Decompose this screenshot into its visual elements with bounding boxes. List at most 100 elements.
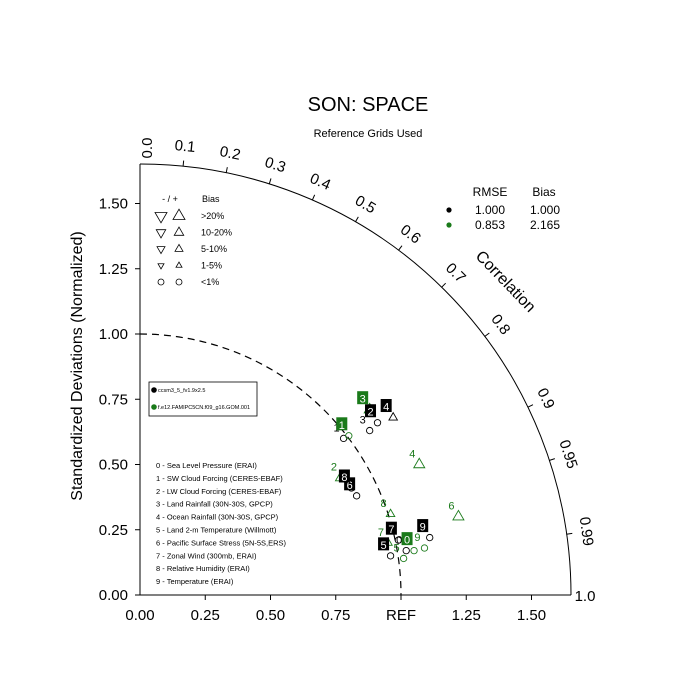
corr-tick-mark-5 [397, 245, 403, 251]
corr-tick-label-8: 0.9 [533, 385, 557, 411]
bias-legend-label-3: 1-5% [201, 261, 222, 271]
variable-legend-item-3: 3 - Land Rainfall (30N-30S, GPCP) [156, 500, 273, 509]
cases-legend-label-case1: ccsm3_5_fv1.9x2.5 [158, 388, 205, 394]
corr-tick-label-9: 0.95 [555, 438, 580, 471]
y-ticks-group: 0.00 0.25 0.50 0.75 1.00 1.25 1.50 [99, 196, 140, 604]
y-tick-label-6: 1.50 [99, 196, 128, 213]
label-s0-8: 8 [341, 472, 347, 484]
marker-s0-6 [352, 492, 361, 500]
label-box-s1-0 [401, 532, 413, 546]
variable-legend-item-6: 6 - Pacific Surface Stress (5N-5S,ERS) [156, 538, 287, 547]
label-s0-9: 9 [420, 522, 426, 534]
marker-s0-5 [386, 552, 395, 560]
bias-legend-minus-0 [154, 212, 168, 224]
label-s1-9: 9 [414, 532, 420, 544]
corr-tick-label-10: 0.99 [576, 516, 597, 547]
label-s1-2: 2 [331, 462, 337, 474]
corr-tick-mark-1 [225, 167, 228, 174]
bias-legend-label-0: >20% [201, 211, 224, 221]
bias-legend-minus-1 [155, 229, 167, 239]
variable-legend-item-4: 4 - Ocean Rainfall (30N-30S, GPCP) [156, 513, 279, 522]
corner-label-end-x: 1.0 [575, 588, 596, 605]
label-s0-6: 6 [347, 480, 353, 492]
label-s0-2: 2 [367, 407, 373, 419]
variables-legend: 0 - Sea Level Pressure (ERAI) 1 - SW Clou… [156, 461, 287, 586]
reference-arc [139, 333, 402, 596]
corr-tick-label-5: 0.6 [397, 221, 424, 247]
marker-s1-4 [412, 457, 426, 469]
label-s0-7: 7 [388, 524, 394, 536]
bias-legend-plus-1 [173, 226, 185, 236]
marker-s1-1 [345, 432, 353, 440]
corr-tick-label-1: 0.2 [218, 143, 242, 164]
variable-legend-item-5: 5 - Land 2-m Temperature (Willmott) [156, 526, 277, 535]
label-box-s0-8 [338, 469, 350, 483]
bias-legend: - / + Bias >20% 10-20% 5-10% 1-5% <1% [154, 194, 232, 287]
corr-tick-mark-10 [566, 532, 573, 535]
x-tick-label-1: 0.50 [256, 607, 285, 624]
label-s0-0: 0 [396, 535, 402, 547]
corr-tick-label-0: 0.1 [174, 137, 196, 156]
marker-s1-9 [420, 544, 429, 552]
marker-s1-8 [385, 508, 396, 518]
bias-legend-minus-4 [157, 278, 165, 286]
cases-legend-label-case2: f.e12.FAMIPC5CN.f09_g16.GOM.001 [158, 405, 250, 411]
corner-label-origin-x: 0.00 [125, 607, 154, 624]
chart-title: SON: SPACE [308, 94, 429, 116]
label-box-s1-3 [357, 391, 369, 405]
variable-legend-item-9: 9 - Temperature (ERAI) [156, 577, 234, 586]
marker-s1-6 [452, 509, 465, 521]
correlation-label: Correlation [472, 248, 539, 316]
corr-tick-label-6: 0.7 [442, 260, 469, 287]
bias-legend-label-1: 10-20% [201, 228, 232, 238]
label-s1-8: 8 [380, 498, 386, 510]
label-box-s0-2 [365, 404, 377, 418]
marker-s0-2 [373, 419, 382, 427]
variable-legend-item-2: 2 - LW Cloud Forcing (CERES-EBAF) [156, 487, 282, 496]
stats-header-rmse: RMSE [473, 185, 508, 199]
label-s1-3: 3 [360, 394, 366, 406]
bias-legend-header-sign: - / + [162, 194, 178, 204]
label-box-s0-9 [417, 519, 429, 533]
stats-case2-rmse: 0.853 [475, 218, 505, 232]
label-s0-4: 4 [383, 402, 389, 414]
bias-legend-rows: >20% 10-20% 5-10% 1-5% <1% [154, 208, 232, 287]
corner-label-top: 0.0 [139, 138, 156, 159]
corr-tick-mark-3 [311, 194, 316, 201]
bias-legend-minus-3 [157, 263, 165, 270]
corr-tick-mark-4 [354, 216, 359, 223]
y-tick-label-4: 1.00 [99, 326, 128, 343]
stats-marker-case2 [446, 222, 452, 228]
data-labels: 01234567890123456789 [331, 391, 454, 554]
cases-legend-marker-case2 [151, 404, 157, 410]
x-ticks-group: 0.25 0.50 0.75 REF 1.25 1.50 [191, 595, 546, 624]
marker-s0-3 [366, 426, 374, 435]
cases-legend: ccsm3_5_fv1.9x2.5 f.e12.FAMIPC5CN.f09_g1… [148, 381, 258, 417]
marker-s1-5 [399, 554, 408, 563]
bias-legend-minus-2 [156, 246, 166, 255]
variable-legend-item-0: 0 - Sea Level Pressure (ERAI) [156, 461, 257, 470]
label-s0-3: 3 [360, 415, 366, 427]
stats-table: RMSE Bias 1.000 1.000 0.853 2.165 [446, 185, 560, 232]
x-tick-label-2: 0.75 [321, 607, 350, 624]
cases-legend-box [148, 381, 258, 417]
outer-arc [139, 163, 572, 596]
y-tick-label-3: 0.75 [99, 391, 128, 408]
label-s0-5: 5 [380, 540, 386, 552]
chart-subtitle: Reference Grids Used [314, 128, 423, 140]
y-tick-label-5: 1.25 [99, 261, 128, 278]
y-tick-label-0: 0.00 [99, 587, 128, 604]
stats-case2-bias: 2.165 [530, 218, 560, 232]
bias-legend-label-4: <1% [201, 277, 219, 287]
stats-marker-case1 [446, 207, 452, 213]
corr-tick-mark-7 [484, 332, 490, 338]
label-box-s1-1 [336, 417, 348, 431]
bias-legend-plus-0 [172, 208, 186, 220]
x-tick-label-3: REF [386, 607, 416, 624]
x-tick-label-5: 1.50 [517, 607, 546, 624]
cases-legend-marker-case1 [151, 387, 157, 393]
corr-tick-mark-9 [548, 458, 555, 462]
variable-legend-item-1: 1 - SW Cloud Forcing (CERES-EBAF) [156, 474, 283, 483]
axes-group [139, 163, 572, 596]
y-axis-label: Standardized Deviations (Normalized) [69, 231, 86, 500]
